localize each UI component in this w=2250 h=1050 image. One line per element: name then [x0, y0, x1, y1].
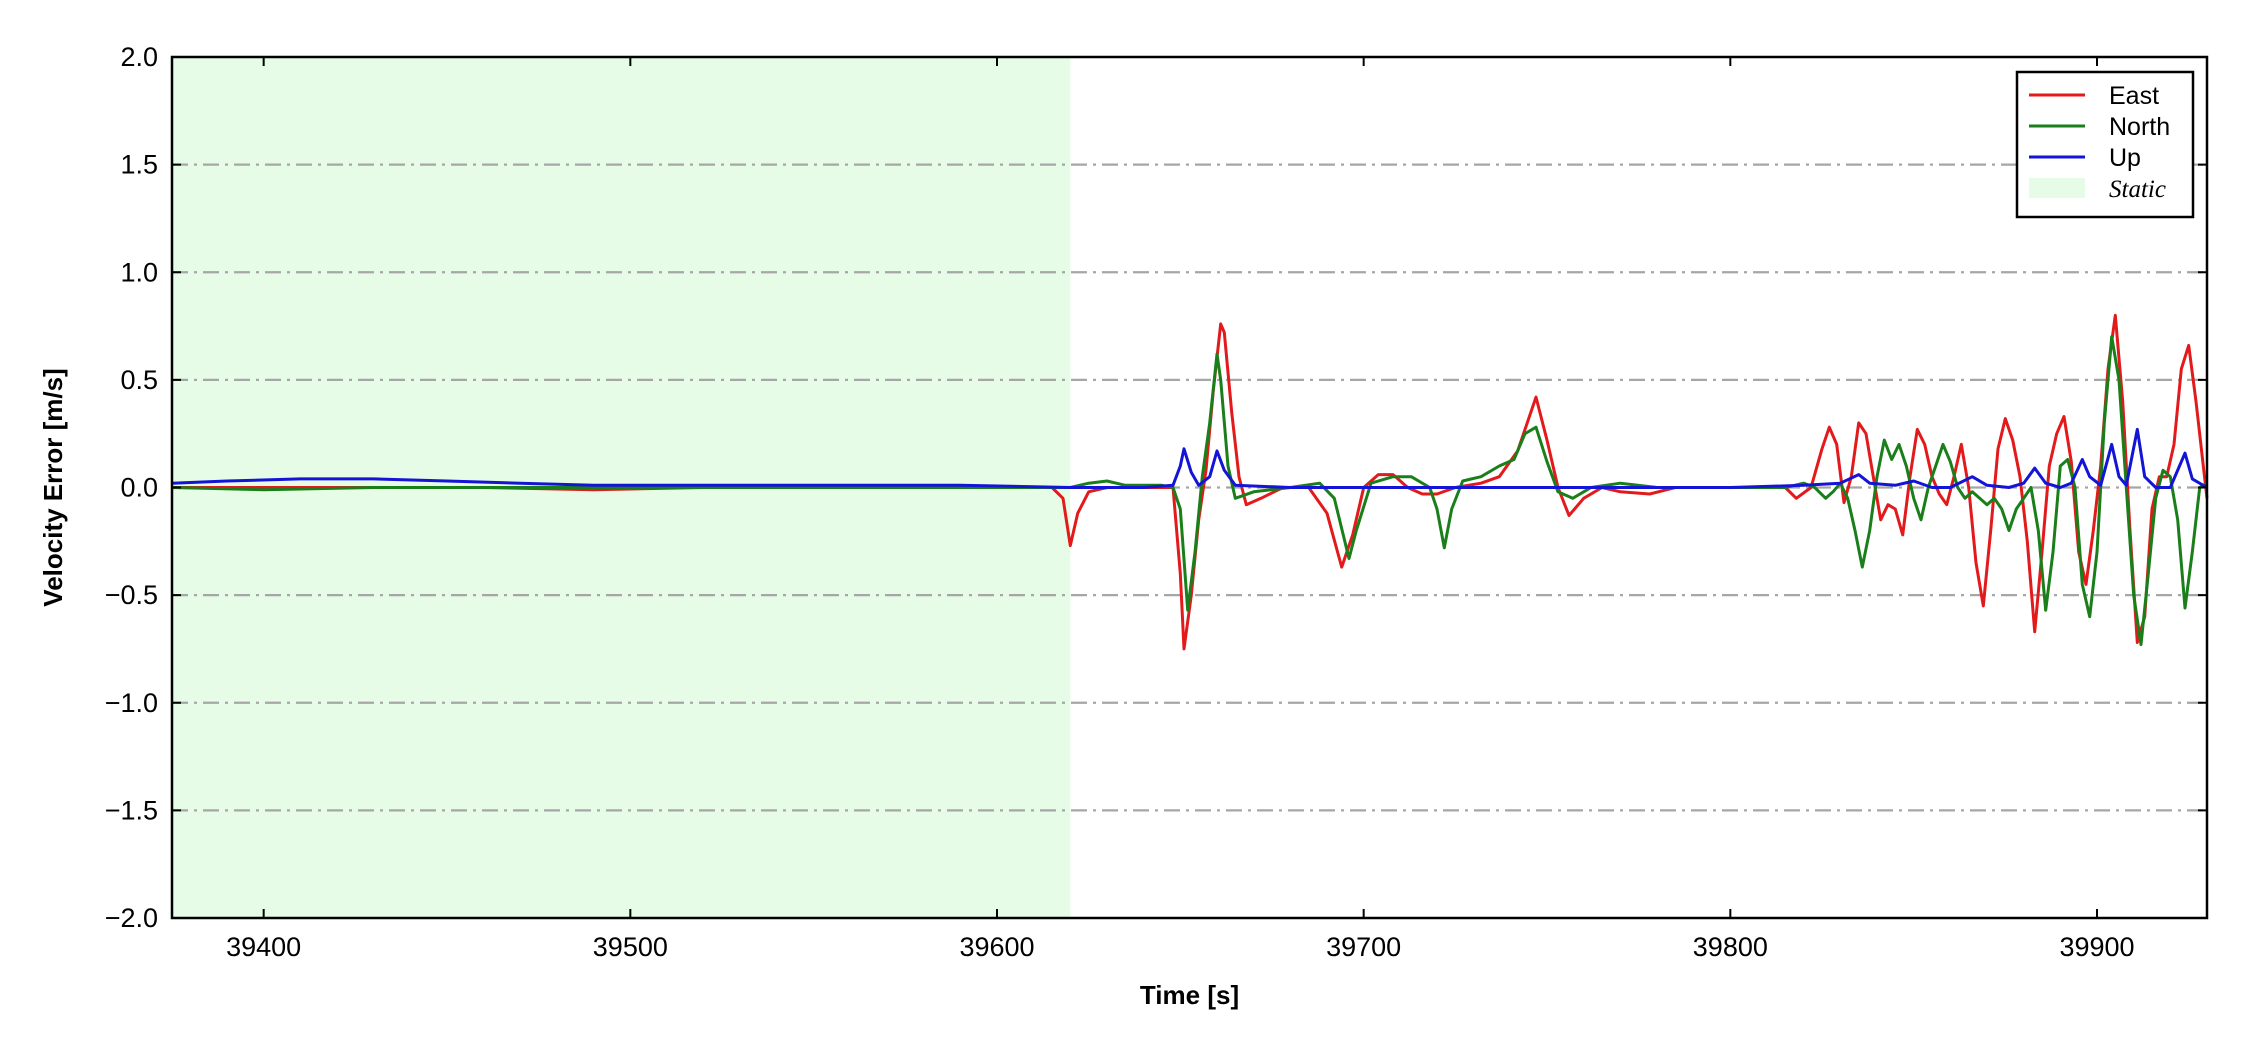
x-tick-label: 39500	[593, 932, 668, 962]
series-lines	[171, 313, 2209, 651]
x-tick-label: 39800	[1693, 932, 1768, 962]
legend-label-east: East	[2109, 82, 2159, 110]
y-tick-label: −2.0	[105, 903, 158, 933]
y-tick-label: −1.0	[105, 688, 158, 718]
series-line-up	[171, 427, 2208, 489]
y-tick-label: −1.5	[105, 795, 158, 825]
legend-label-static: Static	[2109, 176, 2166, 203]
y-tick-label: 1.5	[120, 150, 158, 180]
y-tick-label: 2.0	[120, 42, 158, 72]
legend: East North Up Static	[2015, 70, 2195, 219]
y-tick-label: −0.5	[105, 580, 158, 610]
x-tick-label: 39600	[959, 932, 1034, 962]
y-tick-label: 0.5	[120, 365, 158, 395]
legend-swatch-static	[2029, 178, 2085, 198]
x-tick-label: 39400	[226, 932, 301, 962]
y-axis-title: Velocity Error [m/s]	[38, 368, 68, 606]
legend-label-north: North	[2109, 113, 2170, 141]
series-line-north	[171, 335, 2208, 647]
y-tick-label: 1.0	[120, 257, 158, 287]
x-axis-title: Time [s]	[1140, 980, 1239, 1010]
x-tick-label: 39900	[2059, 932, 2134, 962]
axis-ticks: 39400 39500 39600 39700 39800 39900 −2.0 −1.5 −1…	[105, 42, 2207, 962]
y-tick-label: 0.0	[120, 473, 158, 503]
legend-label-up: Up	[2109, 144, 2141, 172]
x-tick-label: 39700	[1326, 932, 1401, 962]
